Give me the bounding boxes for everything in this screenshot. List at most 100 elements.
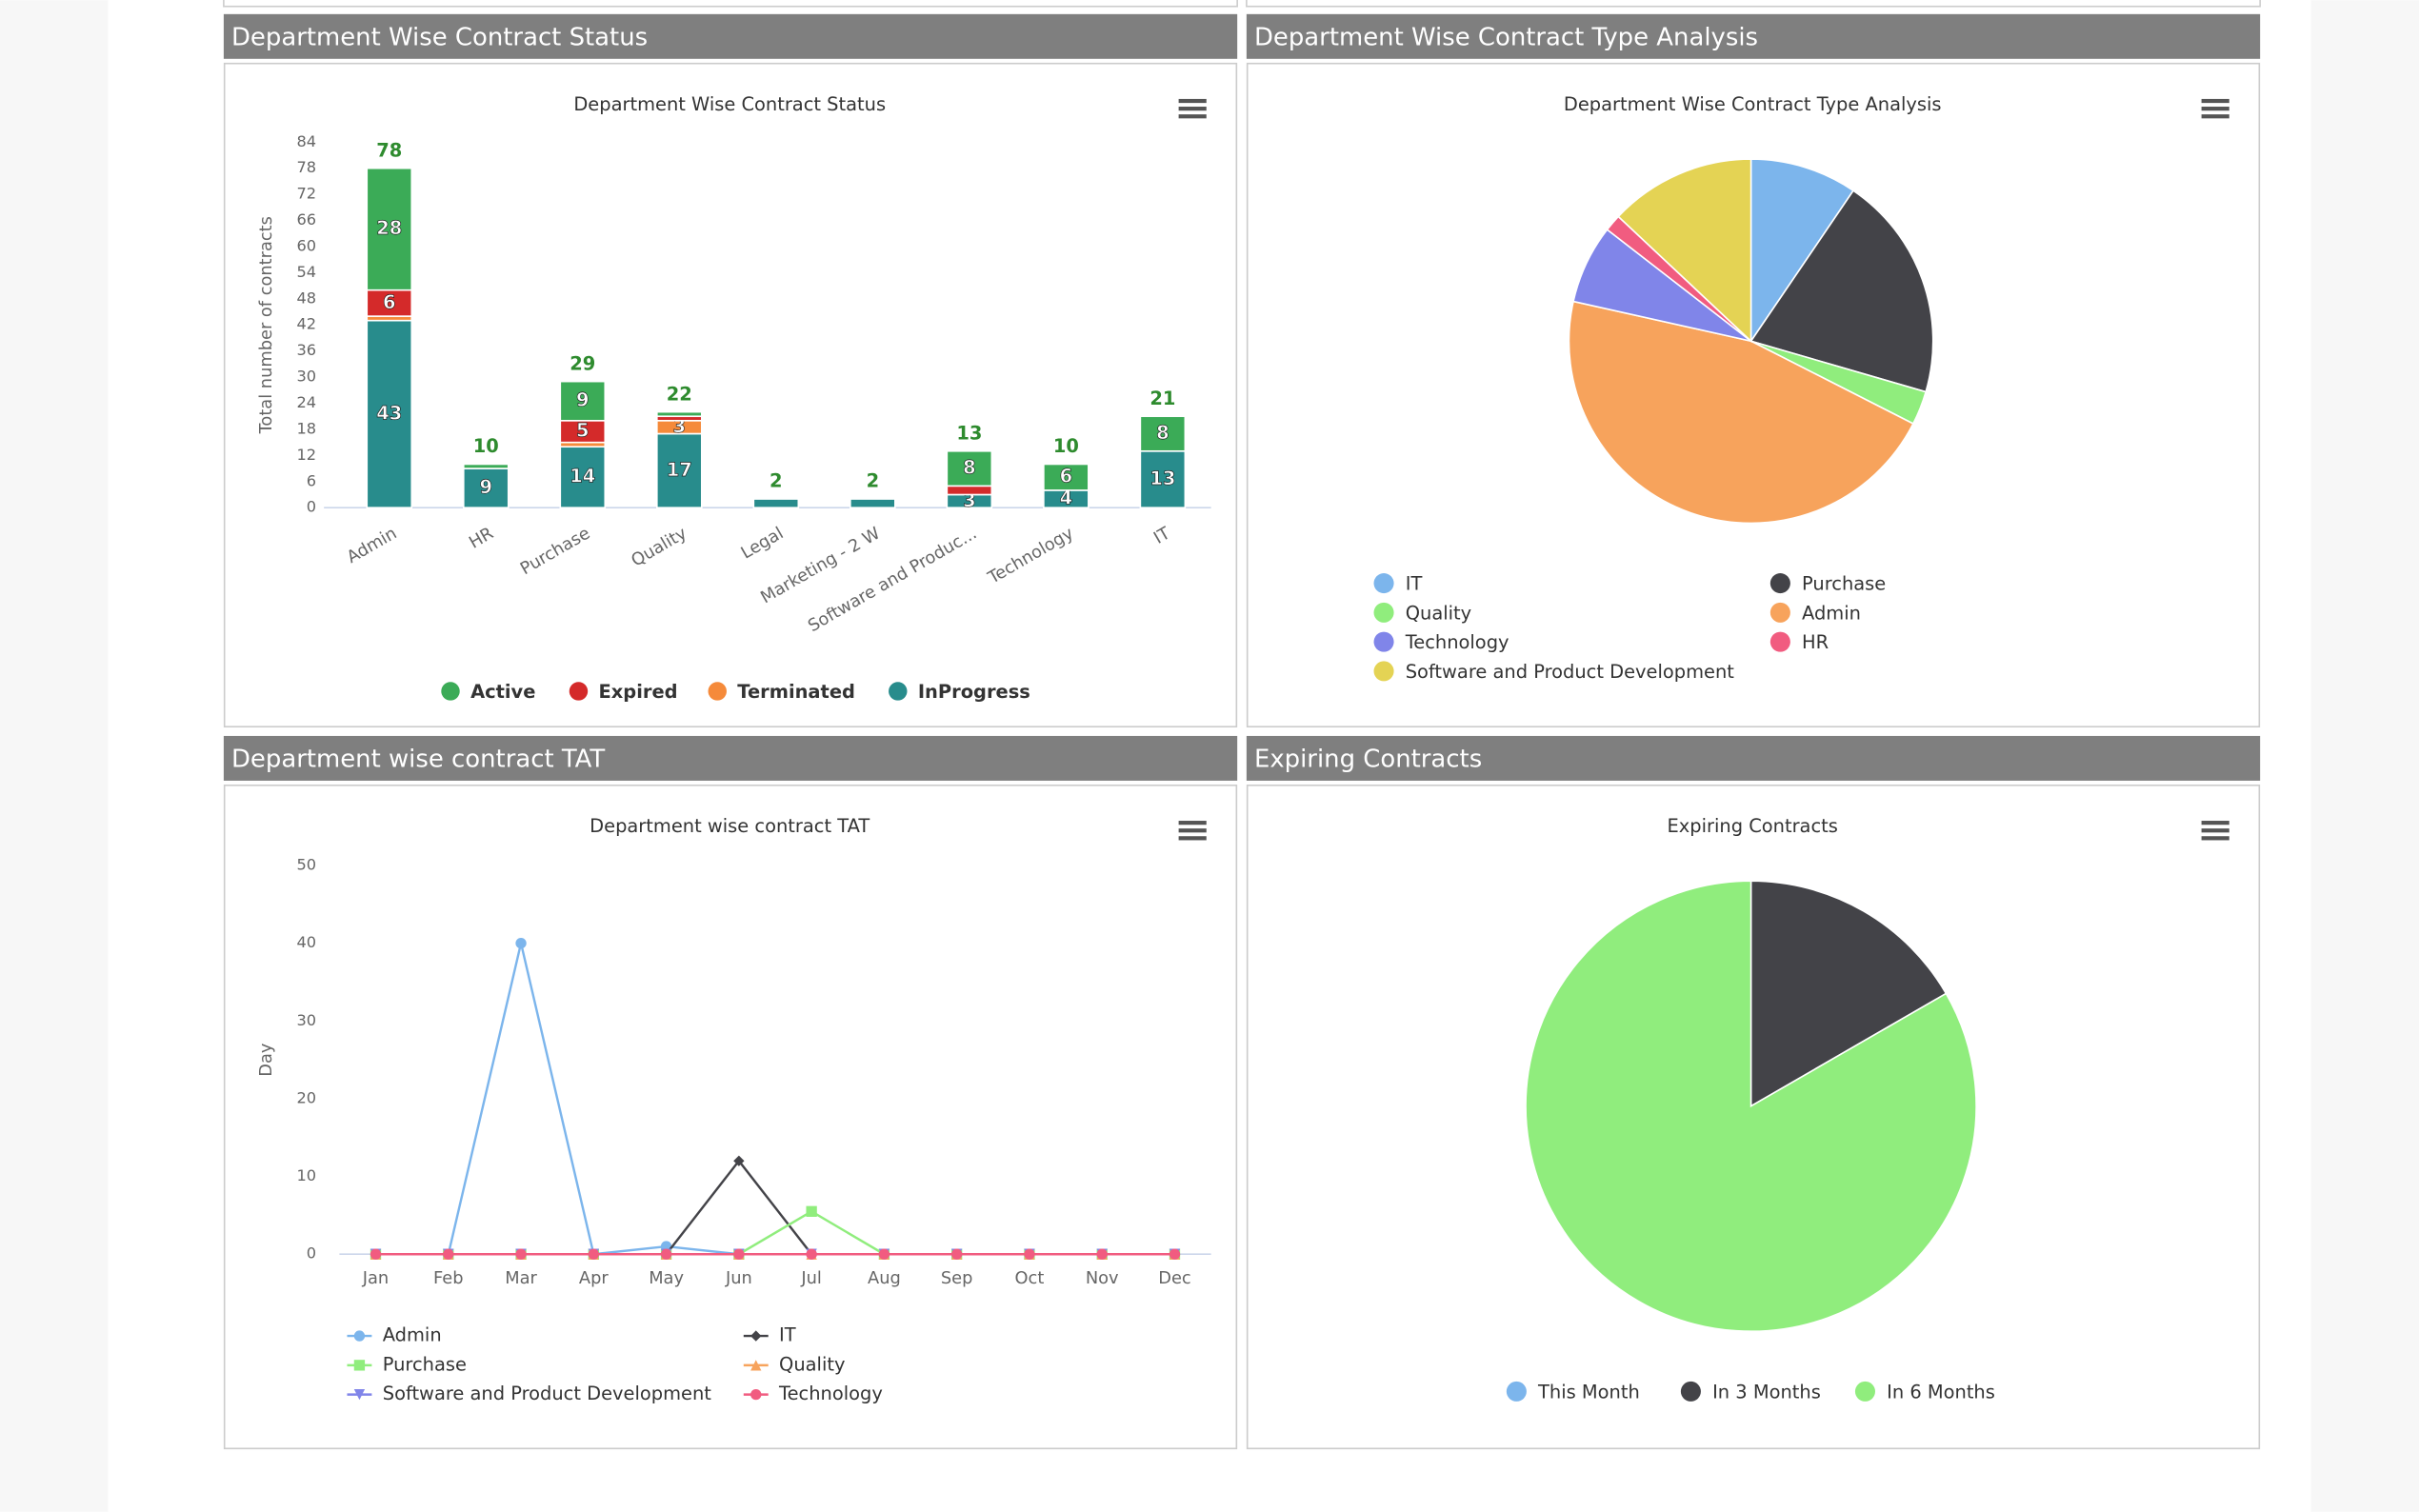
x-tick-label: Feb (433, 1268, 464, 1288)
line-marker (733, 1155, 745, 1166)
y-tick-label: 24 (296, 393, 316, 411)
x-tick-label: Nov (1086, 1268, 1119, 1288)
bar-value-label: 4 (1060, 487, 1073, 509)
pie-slice (1749, 158, 1855, 344)
menu-icon-bar (1178, 821, 1207, 826)
line-marker (660, 1248, 672, 1260)
panel-body (223, 784, 1238, 1450)
menu-icon-bar (2201, 114, 2229, 119)
bar-segment (946, 485, 993, 496)
line-marker (878, 1248, 890, 1260)
panel-edge (1246, 0, 2261, 8)
legend-marker (353, 1330, 366, 1342)
bar-segment (946, 449, 993, 487)
stack-total-label: 10 (473, 435, 499, 457)
menu-icon-bar (2201, 836, 2229, 841)
menu-icon-bar (1178, 836, 1207, 841)
legend-label: In 6 Months (1887, 1382, 1995, 1403)
line-marker (806, 1205, 817, 1217)
y-tick-label: 78 (296, 158, 316, 176)
y-tick-label: 20 (296, 1088, 316, 1106)
bar-value-label: 8 (1156, 422, 1170, 444)
stack-total-label: 78 (376, 139, 402, 161)
x-tick-label: May (649, 1268, 684, 1288)
menu-button[interactable] (1168, 89, 1217, 126)
bar-value-label: 9 (480, 476, 493, 498)
x-tick-label: Dec (1158, 1268, 1190, 1288)
bar-segment (1139, 449, 1187, 509)
stack-total-label: 21 (1150, 388, 1175, 409)
bar-value-label: 6 (383, 291, 396, 313)
y-tick-label: 18 (296, 419, 316, 437)
y-tick-label: 54 (296, 263, 316, 281)
y-tick-label: 48 (296, 288, 316, 307)
legend-marker (1373, 573, 1394, 594)
y-axis-label: Day (256, 1044, 276, 1077)
stack-total-label: 29 (570, 352, 595, 374)
legend-marker (1373, 631, 1394, 652)
pie-slice (1568, 300, 1914, 525)
y-tick-label: 30 (296, 368, 316, 386)
y-tick-label: 30 (296, 1011, 316, 1029)
bar-segment (850, 498, 896, 509)
menu-button[interactable] (2190, 89, 2240, 126)
line-marker (515, 1248, 527, 1260)
bar-value-label: 5 (576, 420, 590, 442)
bar-value-label: 17 (667, 459, 692, 481)
menu-button[interactable] (1168, 810, 1217, 847)
x-tick-label: Jul (800, 1268, 821, 1288)
bar-segment (559, 446, 607, 509)
bar-segment (655, 410, 703, 418)
bar-value-label: 8 (963, 457, 976, 479)
line-marker (443, 1248, 454, 1260)
stack-total-label: 2 (770, 470, 783, 492)
bar-segment (462, 463, 510, 469)
menu-icon-bar (1178, 828, 1207, 833)
line-marker (370, 1248, 382, 1260)
line-marker (588, 1248, 599, 1260)
legend-marker (1769, 602, 1790, 623)
bar-value-label: 6 (1060, 466, 1073, 487)
legend-label: Admin (383, 1324, 442, 1346)
line-marker (806, 1248, 817, 1260)
legend-label: Expired (599, 681, 678, 703)
line-marker (1169, 1248, 1181, 1260)
line-marker (951, 1248, 963, 1260)
legend-label: IT (1406, 573, 1423, 595)
chart-title: Department Wise Contract Type Analysis (1564, 93, 1942, 115)
legend-label: IT (779, 1324, 796, 1346)
line-marker (733, 1248, 745, 1260)
menu-icon-bar (1178, 114, 1207, 119)
line-marker (1096, 1248, 1108, 1260)
legend-label: Technology (1405, 631, 1509, 653)
bar-segment (366, 167, 413, 291)
menu-icon-bar (2201, 107, 2229, 111)
menu-icon-bar (2201, 98, 2229, 104)
bar-value-label: 9 (576, 389, 590, 411)
chart-title: Department wise contract TAT (590, 815, 870, 837)
bar-segment (1043, 463, 1090, 491)
chart-title: Expiring Contracts (1668, 815, 1838, 837)
y-tick-label: 50 (296, 856, 316, 874)
legend-marker (441, 682, 460, 701)
legend-marker (708, 682, 727, 701)
legend-marker (1769, 573, 1790, 594)
pie-slice (1749, 880, 1948, 1108)
legend-label: InProgress (918, 681, 1030, 703)
bar-segment (752, 498, 800, 509)
stack-total-label: 13 (956, 422, 982, 444)
panel-header (1246, 13, 2261, 59)
legend-label: Terminated (737, 681, 855, 703)
y-tick-label: 10 (296, 1166, 316, 1184)
legend-label: Admin (1802, 602, 1861, 624)
pie-slice (1525, 880, 1977, 1333)
menu-icon-bar (2201, 828, 2229, 833)
legend-marker (889, 682, 908, 701)
x-tick-label: Sep (941, 1268, 973, 1288)
panel-header (1246, 735, 2261, 781)
legend-marker (1680, 1381, 1701, 1402)
legend-marker (750, 1330, 762, 1342)
menu-button[interactable] (2190, 810, 2240, 847)
panel-header-title: Department Wise Contract Status (231, 23, 648, 51)
